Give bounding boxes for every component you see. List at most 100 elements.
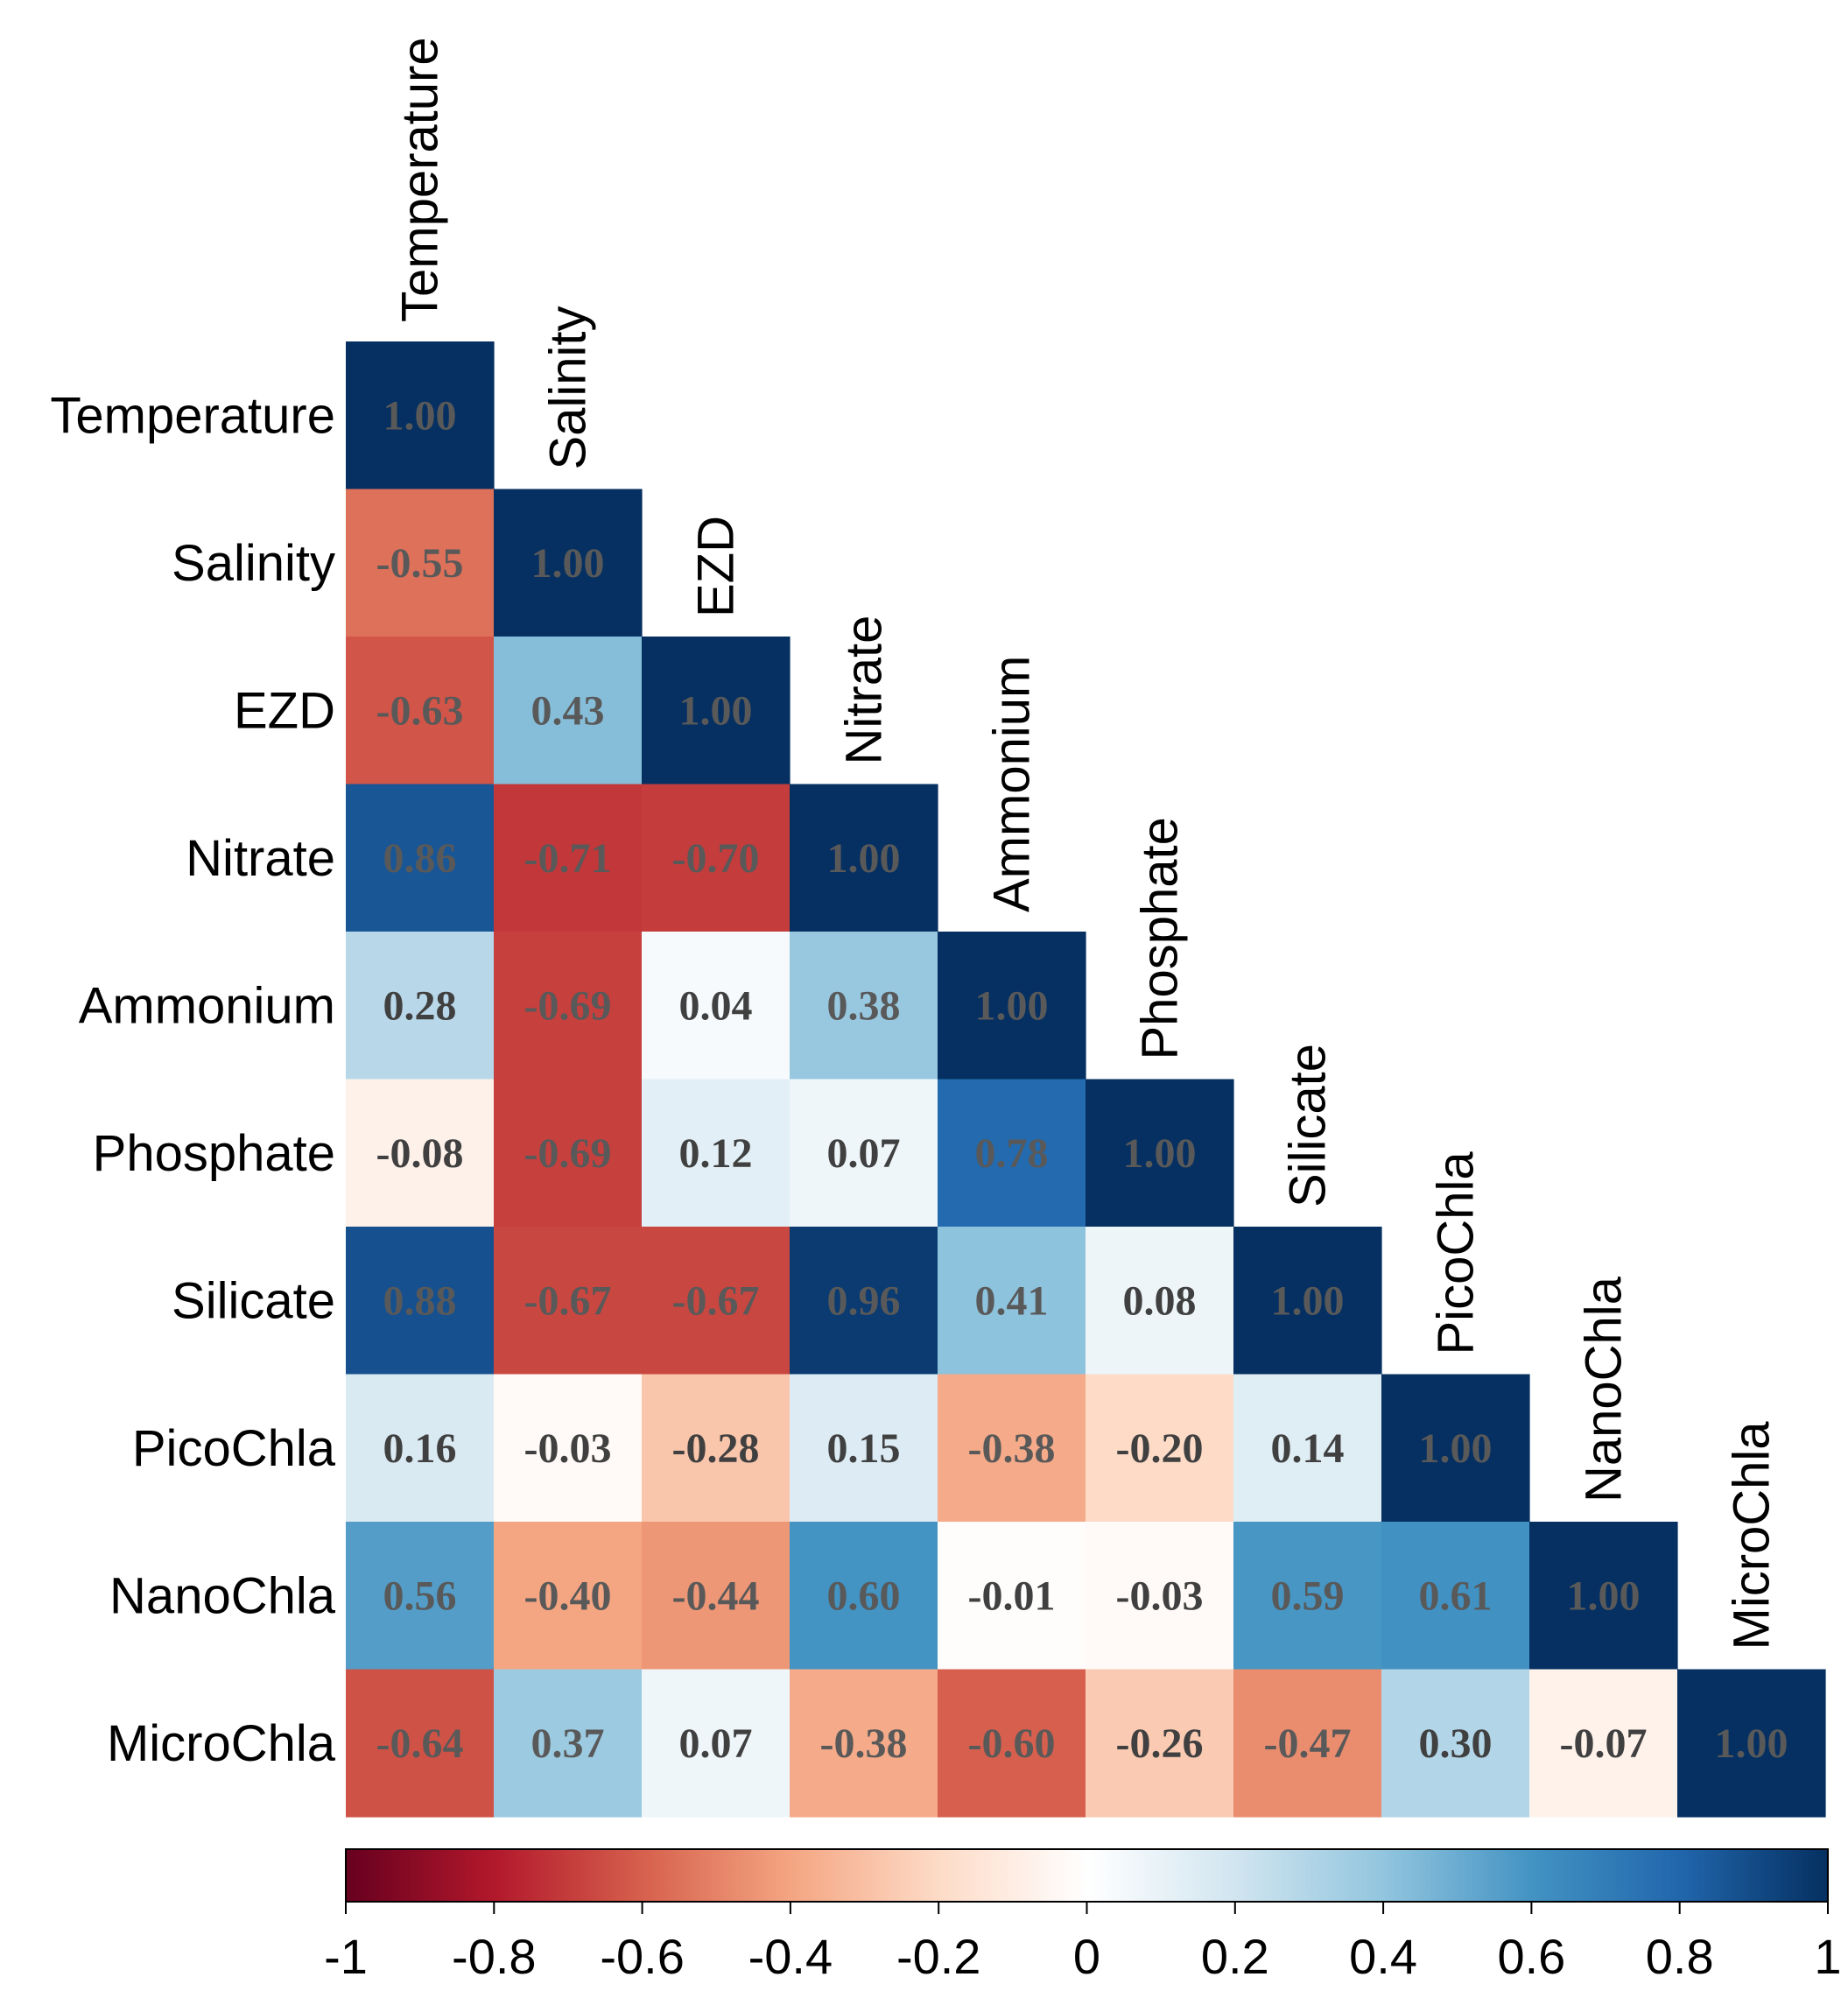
cell-value: 0.60	[827, 1572, 901, 1619]
cell-value: 1.00	[1271, 1277, 1345, 1324]
cell-value: 0.86	[383, 835, 457, 882]
cell-Ammonium-Salinity	[494, 932, 643, 1080]
row-label-picochla: PicoChla	[132, 1420, 336, 1477]
cell-MicroChla-NanoChla	[1529, 1669, 1678, 1818]
cell-PicoChla-Salinity	[494, 1374, 643, 1523]
row-label-microchla: MicroChla	[107, 1715, 336, 1772]
cell-value: -0.07	[1560, 1720, 1648, 1767]
cell-Ammonium-Ammonium	[938, 932, 1086, 1080]
cell-value: 0.56	[383, 1572, 457, 1619]
cell-value: 1.00	[827, 835, 901, 882]
cell-MicroChla-Ammonium	[938, 1669, 1086, 1818]
cell-Silicate-Nitrate	[790, 1227, 938, 1375]
cell-value: 0.59	[1271, 1572, 1345, 1619]
colorbar-tick-label: -0.6	[600, 1929, 685, 1984]
cell-EZD-Salinity	[494, 637, 643, 785]
row-label-temperature: Temperature	[50, 387, 335, 444]
cell-Phosphate-Ammonium	[938, 1079, 1086, 1228]
colorbar-tick-label: 0.4	[1349, 1929, 1417, 1984]
cell-PicoChla-Ammonium	[938, 1374, 1086, 1523]
cell-EZD-Temperature	[346, 637, 495, 785]
cell-MicroChla-EZD	[642, 1669, 790, 1818]
cell-value: -0.69	[524, 982, 612, 1029]
row-label-nitrate: Nitrate	[186, 830, 335, 887]
heatmap-cells: 1.00 -0.55 1.00 -0.63 0.43 1.00 0.86 -0.71 -0.70…	[346, 341, 1826, 1818]
cell-value: 0.38	[827, 982, 901, 1029]
colorbar-tick-label: 0.2	[1201, 1929, 1269, 1984]
row-label-ezd: EZD	[234, 682, 335, 739]
cell-PicoChla-Phosphate	[1086, 1374, 1234, 1523]
cell-value: 0.96	[827, 1277, 901, 1324]
cell-value: 0.28	[383, 982, 457, 1029]
cell-Silicate-Silicate	[1233, 1227, 1382, 1375]
cell-Phosphate-EZD	[642, 1079, 790, 1228]
cell-MicroChla-Temperature	[346, 1669, 495, 1818]
colorbar-tick-label: -1	[324, 1929, 368, 1984]
row-label-ammonium: Ammonium	[79, 977, 335, 1034]
cell-NanoChla-Silicate	[1233, 1522, 1382, 1671]
cell-Silicate-Temperature	[346, 1227, 495, 1375]
column-label-nanochla: NanoChla	[1576, 1276, 1633, 1502]
cell-value: 0.61	[1419, 1572, 1493, 1619]
cell-value: 0.88	[383, 1277, 457, 1324]
column-label-temperature: Temperature	[392, 37, 449, 322]
cell-value: -0.08	[376, 1130, 464, 1177]
cell-value: 0.78	[975, 1130, 1049, 1177]
colorbar: -1 -0.8 -0.6 -0.4 -0.2 0 0.2 0.4 0.6 0.8 1	[324, 1848, 1842, 1984]
colorbar-tick-label: 0.8	[1646, 1929, 1714, 1984]
cell-value: 0.04	[679, 982, 753, 1029]
cell-Phosphate-Nitrate	[790, 1079, 938, 1228]
cell-NanoChla-Temperature	[346, 1522, 495, 1671]
cell-Nitrate-EZD	[642, 784, 790, 932]
column-labels: Temperature Salinity EZD Nitrate Ammonium Pho…	[392, 37, 1781, 1650]
cell-Nitrate-Temperature	[346, 784, 495, 932]
cell-NanoChla-Nitrate	[790, 1522, 938, 1671]
cell-PicoChla-PicoChla	[1381, 1374, 1530, 1523]
cell-value: 1.00	[975, 982, 1049, 1029]
cell-value: 0.08	[1123, 1277, 1197, 1324]
cell-value: 0.15	[827, 1425, 901, 1472]
row-label-nanochla: NanoChla	[109, 1567, 336, 1624]
cell-NanoChla-Phosphate	[1086, 1522, 1234, 1671]
row-label-silicate: Silicate	[172, 1272, 335, 1329]
column-label-phosphate: Phosphate	[1132, 817, 1189, 1059]
row-label-phosphate: Phosphate	[93, 1125, 335, 1182]
cell-value: -0.38	[820, 1720, 908, 1767]
cell-MicroChla-Phosphate	[1086, 1669, 1234, 1818]
cell-value: 1.00	[1419, 1425, 1493, 1472]
cell-value: 1.00	[679, 687, 753, 734]
colorbar-tick-label: -0.2	[896, 1929, 981, 1984]
colorbar-tick-label: -0.8	[452, 1929, 537, 1984]
column-label-salinity: Salinity	[540, 306, 597, 470]
cell-value: 0.41	[975, 1277, 1049, 1324]
cell-value: 1.00	[383, 392, 457, 439]
cell-Phosphate-Temperature	[346, 1079, 495, 1228]
column-label-picochla: PicoChla	[1428, 1151, 1485, 1355]
cell-Nitrate-Nitrate	[790, 784, 938, 932]
column-label-ammonium: Ammonium	[984, 656, 1041, 912]
cell-NanoChla-Salinity	[494, 1522, 643, 1671]
cell-value: -0.55	[376, 540, 464, 587]
cell-value: 0.30	[1419, 1720, 1493, 1767]
cell-MicroChla-PicoChla	[1381, 1669, 1530, 1818]
cell-value: 0.37	[531, 1720, 605, 1767]
cell-PicoChla-Nitrate	[790, 1374, 938, 1523]
cell-Salinity-Salinity	[494, 489, 643, 637]
cell-value: -0.60	[968, 1720, 1056, 1767]
cell-value: -0.71	[524, 835, 612, 882]
cell-value: -0.40	[524, 1572, 612, 1619]
cell-Silicate-Phosphate	[1086, 1227, 1234, 1375]
cell-PicoChla-Silicate	[1233, 1374, 1382, 1523]
cell-Ammonium-Nitrate	[790, 932, 938, 1080]
cell-Ammonium-Temperature	[346, 932, 495, 1080]
cell-Ammonium-EZD	[642, 932, 790, 1080]
cell-value: -0.64	[376, 1720, 464, 1767]
column-label-ezd: EZD	[688, 516, 745, 617]
cell-PicoChla-EZD	[642, 1374, 790, 1523]
colorbar-tick-label: -0.4	[748, 1929, 833, 1984]
cell-Salinity-Temperature	[346, 489, 495, 637]
cell-NanoChla-EZD	[642, 1522, 790, 1671]
cell-Silicate-EZD	[642, 1227, 790, 1375]
cell-Nitrate-Salinity	[494, 784, 643, 932]
